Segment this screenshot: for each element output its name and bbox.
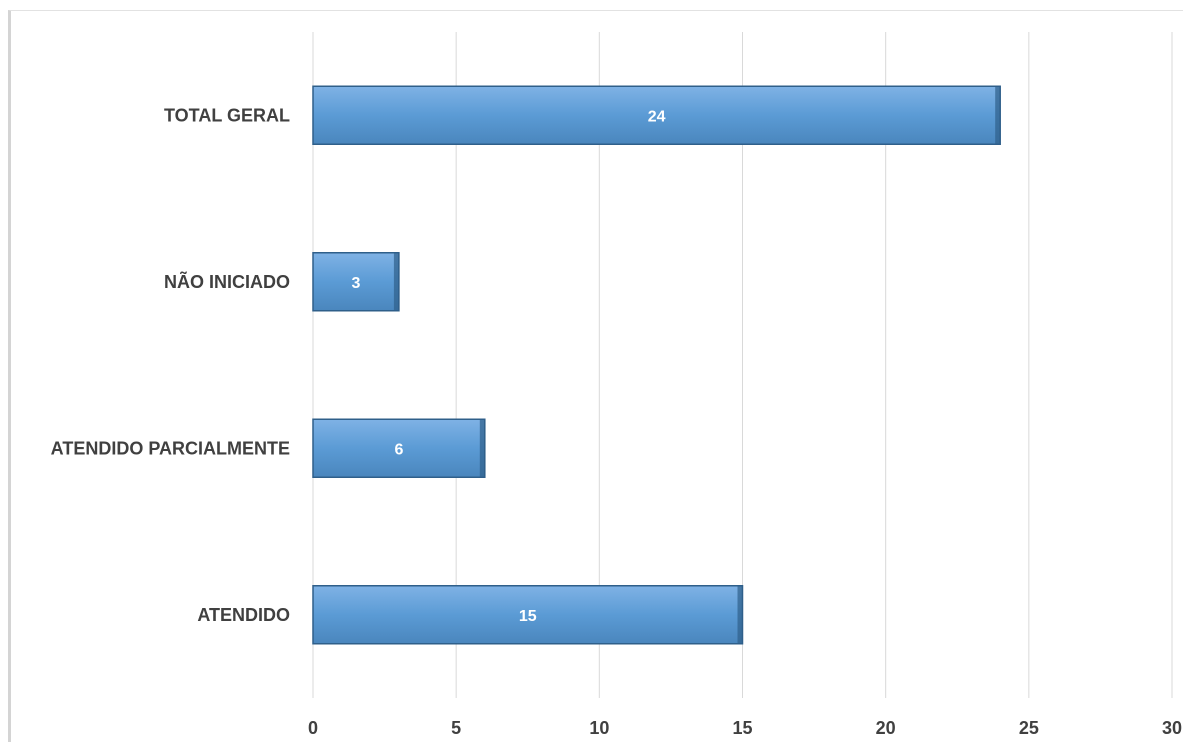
x-tick-label: 30 xyxy=(1162,718,1182,738)
category-label: NÃO INICIADO xyxy=(164,271,290,292)
bar-edge-shade xyxy=(995,86,1001,145)
category-label: TOTAL GERAL xyxy=(164,105,290,125)
data-label: 15 xyxy=(519,608,537,625)
x-tick-label: 0 xyxy=(308,718,318,738)
category-label: ATENDIDO xyxy=(197,605,290,625)
data-label: 6 xyxy=(394,441,403,458)
bar xyxy=(312,418,486,478)
category-label: ATENDIDO PARCIALMENTE xyxy=(51,438,290,458)
bar-edge-shade xyxy=(737,585,743,644)
x-tick-label: 15 xyxy=(732,718,752,738)
bar-group: 24 xyxy=(312,85,1001,145)
bar-group: 3 xyxy=(312,252,400,312)
x-tick-labels: 0 5 10 15 20 25 30 xyxy=(308,718,1182,738)
x-tick-label: 5 xyxy=(451,718,461,738)
bar xyxy=(312,585,744,645)
bar-edge-shade xyxy=(479,419,485,478)
x-tick-label: 10 xyxy=(589,718,609,738)
category-labels: TOTAL GERAL NÃO INICIADO ATENDIDO PARCIALM… xyxy=(51,105,290,625)
bar-group: 6 xyxy=(312,418,486,478)
bar xyxy=(312,252,400,312)
x-tick-label: 25 xyxy=(1019,718,1039,738)
x-tick-label: 20 xyxy=(876,718,896,738)
data-label: 24 xyxy=(648,108,666,125)
chart-frame xyxy=(8,10,1183,742)
bars: 24 3 6 15 xyxy=(312,85,1001,645)
bar-group: 15 xyxy=(312,585,744,645)
bar-edge-shade xyxy=(393,252,399,311)
data-label: 3 xyxy=(351,275,360,292)
